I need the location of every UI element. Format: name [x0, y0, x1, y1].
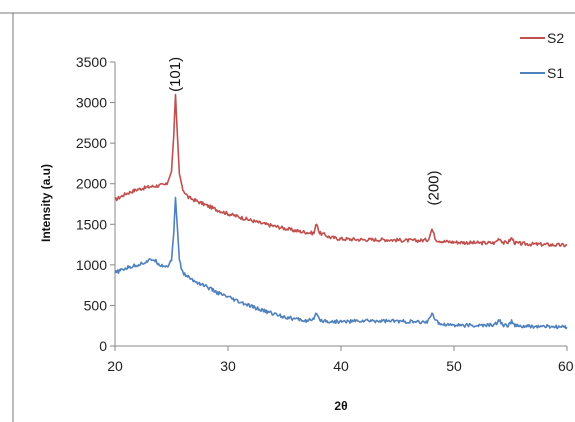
peak-annotations: (101) (200)	[167, 57, 443, 206]
y-ticks: 0 500 1000 1500 2000 2500 3000 3500	[76, 54, 115, 354]
series-line-s1	[114, 196, 568, 330]
y-tick-label: 1500	[76, 216, 107, 232]
y-axis-title: Intensity (a.u)	[39, 164, 53, 242]
legend-label-s1: S1	[547, 65, 564, 81]
x-tick-label: 60	[558, 358, 574, 374]
y-tick-label: 1000	[76, 257, 107, 273]
legend: S2 S1	[520, 30, 564, 81]
x-tick-label: 20	[107, 358, 123, 374]
y-tick-label: 2500	[76, 135, 107, 151]
axes: 0 500 1000 1500 2000 2500 3000 3500 20 30 40 50 60	[76, 54, 574, 374]
y-tick-label: 500	[84, 297, 108, 313]
series-group	[114, 93, 568, 330]
series-line-s2	[114, 93, 568, 248]
peak-annotation: (200)	[426, 170, 443, 205]
peak-annotation: (101)	[167, 57, 184, 92]
y-tick-label: 2000	[76, 176, 107, 192]
x-tick-label: 50	[446, 358, 462, 374]
x-tick-label: 30	[220, 358, 236, 374]
x-ticks: 20 30 40 50 60	[107, 346, 574, 374]
y-tick-label: 3500	[76, 54, 107, 70]
y-tick-label: 0	[99, 338, 107, 354]
legend-label-s2: S2	[547, 30, 564, 46]
y-tick-label: 3000	[76, 95, 107, 111]
x-tick-label: 40	[333, 358, 349, 374]
x-axis-title: 2θ	[334, 399, 347, 413]
